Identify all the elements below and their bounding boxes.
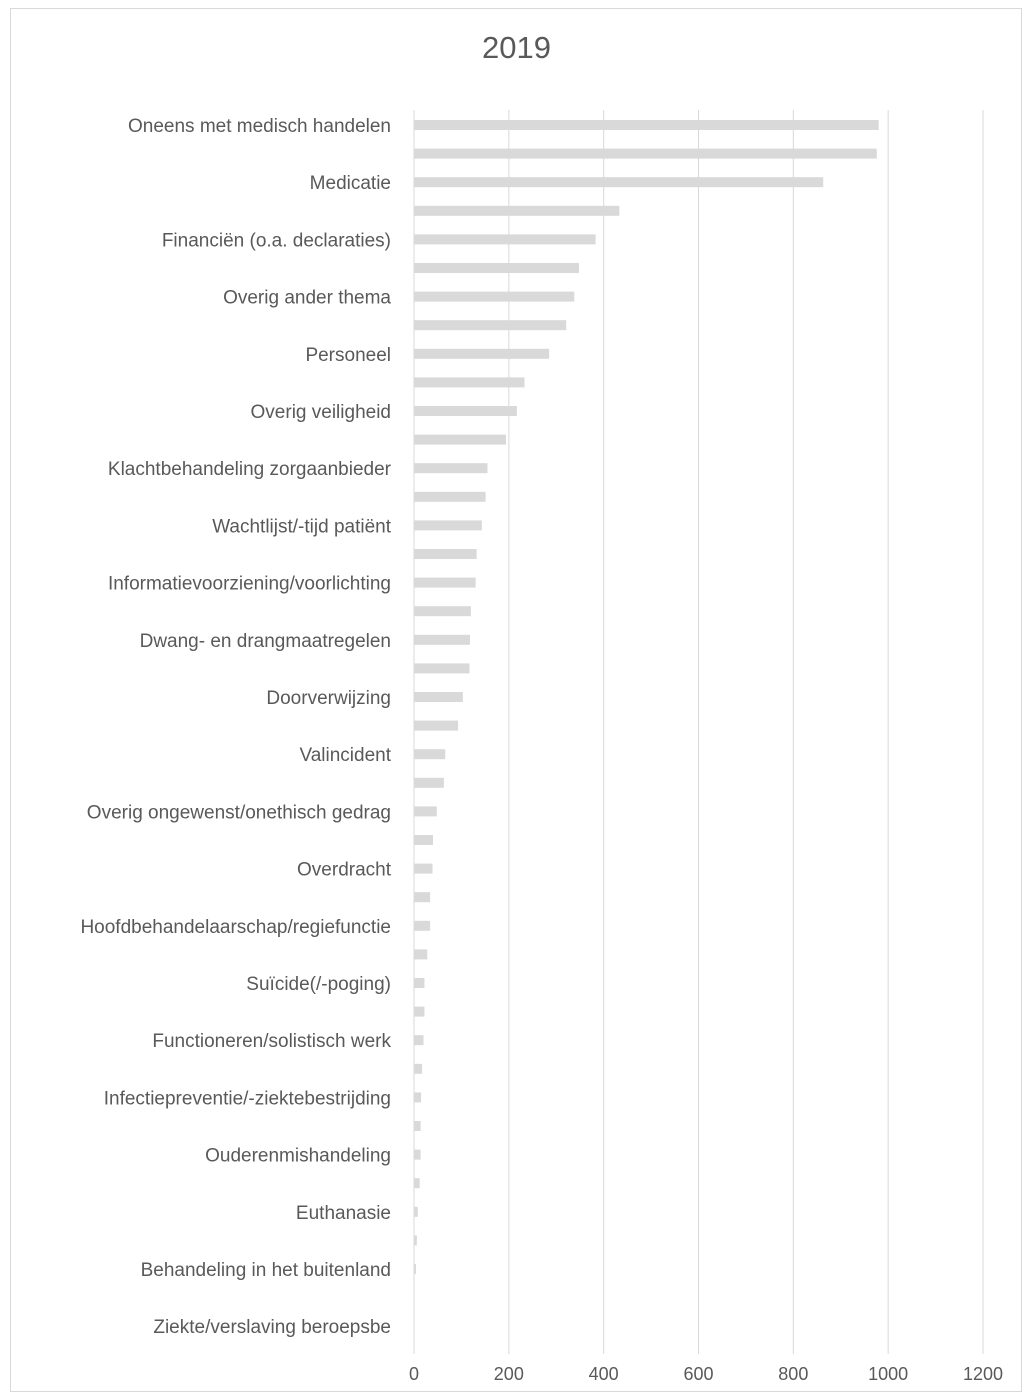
category-label-16: Informatievoorziening/voorlichting bbox=[108, 574, 391, 595]
x-tick-label-0: 0 bbox=[409, 1364, 419, 1384]
category-labels: Oneens met medisch handelen Medicatie Fina… bbox=[80, 116, 391, 1338]
bar-40 bbox=[414, 1264, 416, 1274]
x-tick-label-1000: 1000 bbox=[868, 1364, 908, 1384]
category-label-12: Klachtbehandeling zorgaanbieder bbox=[108, 459, 392, 480]
chart-title: 2019 bbox=[482, 30, 551, 65]
x-tick-label-200: 200 bbox=[494, 1364, 524, 1384]
category-label-2: Medicatie bbox=[310, 173, 391, 194]
category-label-8: Personeel bbox=[305, 345, 391, 366]
bar-20 bbox=[414, 692, 463, 702]
x-tick-label-800: 800 bbox=[778, 1364, 808, 1384]
bar-4 bbox=[414, 234, 596, 245]
bar-25 bbox=[414, 835, 433, 845]
category-label-14: Wachtlijst/-tijd patiënt bbox=[212, 516, 392, 537]
category-label-0: Oneens met medisch handelen bbox=[128, 116, 391, 137]
bar-15 bbox=[414, 549, 477, 559]
bar-31 bbox=[414, 1006, 425, 1017]
category-label-6: Overig ander thema bbox=[223, 288, 391, 309]
category-label-42: Ziekte/verslaving beroepsbe bbox=[153, 1317, 391, 1338]
bar-9 bbox=[414, 377, 525, 388]
bar-22 bbox=[414, 749, 446, 760]
bar-39 bbox=[414, 1235, 417, 1246]
category-label-24: Overig ongewenst/onethisch gedrag bbox=[87, 802, 391, 823]
bar-26 bbox=[414, 863, 433, 874]
bar-6 bbox=[414, 291, 575, 302]
bar-0 bbox=[414, 120, 879, 130]
category-label-36: Ouderenmishandeling bbox=[205, 1146, 391, 1167]
category-label-34: Infectiepreventie/-ziektebestrijding bbox=[104, 1088, 391, 1109]
x-axis-tick-labels: 0 200 400 600 800 1000 1200 bbox=[409, 1364, 1003, 1384]
category-label-26: Overdracht bbox=[297, 860, 392, 881]
bar-28 bbox=[414, 920, 431, 931]
bar-19 bbox=[414, 663, 470, 674]
category-label-10: Overig veiligheid bbox=[251, 402, 391, 423]
x-tick-label-400: 400 bbox=[589, 1364, 619, 1384]
x-tick-label-1200: 1200 bbox=[963, 1364, 1003, 1384]
bar-17 bbox=[414, 606, 471, 617]
bar-29 bbox=[414, 949, 428, 960]
x-tick-label-600: 600 bbox=[683, 1364, 713, 1384]
bar-23 bbox=[414, 777, 444, 788]
bar-35 bbox=[414, 1121, 421, 1131]
category-label-38: Euthanasie bbox=[296, 1203, 391, 1224]
bar-14 bbox=[414, 520, 482, 531]
category-label-20: Doorverwijzing bbox=[266, 688, 391, 709]
bar-series bbox=[414, 120, 879, 1274]
bar-8 bbox=[414, 348, 550, 359]
bar-24 bbox=[414, 806, 437, 817]
bar-12 bbox=[414, 463, 488, 474]
category-label-32: Functioneren/solistisch werk bbox=[152, 1031, 391, 1052]
bar-16 bbox=[414, 577, 476, 588]
bar-3 bbox=[414, 205, 620, 216]
category-label-18: Dwang- en drangmaatregelen bbox=[140, 631, 391, 652]
bar-1 bbox=[414, 148, 877, 159]
category-label-30: Suïcide(/-poging) bbox=[246, 974, 391, 995]
category-label-40: Behandeling in het buitenland bbox=[141, 1260, 391, 1281]
bar-21 bbox=[414, 720, 459, 731]
bar-5 bbox=[414, 263, 580, 273]
bar-7 bbox=[414, 320, 567, 331]
bar-32 bbox=[414, 1035, 424, 1046]
bar-30 bbox=[414, 978, 425, 988]
bar-33 bbox=[414, 1063, 423, 1074]
bar-13 bbox=[414, 491, 486, 502]
category-label-22: Valincident bbox=[299, 745, 391, 766]
category-label-28: Hoofdbehandelaarschap/regiefunctie bbox=[80, 917, 391, 938]
bar-18 bbox=[414, 634, 470, 645]
bar-37 bbox=[414, 1178, 420, 1189]
bar-34 bbox=[414, 1092, 422, 1103]
category-label-4: Financiën (o.a. declaraties) bbox=[162, 230, 391, 251]
bar-11 bbox=[414, 434, 506, 445]
bar-36 bbox=[414, 1149, 421, 1160]
bar-10 bbox=[414, 406, 517, 416]
bar-38 bbox=[414, 1206, 418, 1217]
gridlines bbox=[508, 110, 984, 1354]
bar-2 bbox=[414, 177, 824, 188]
bar-27 bbox=[414, 892, 431, 903]
